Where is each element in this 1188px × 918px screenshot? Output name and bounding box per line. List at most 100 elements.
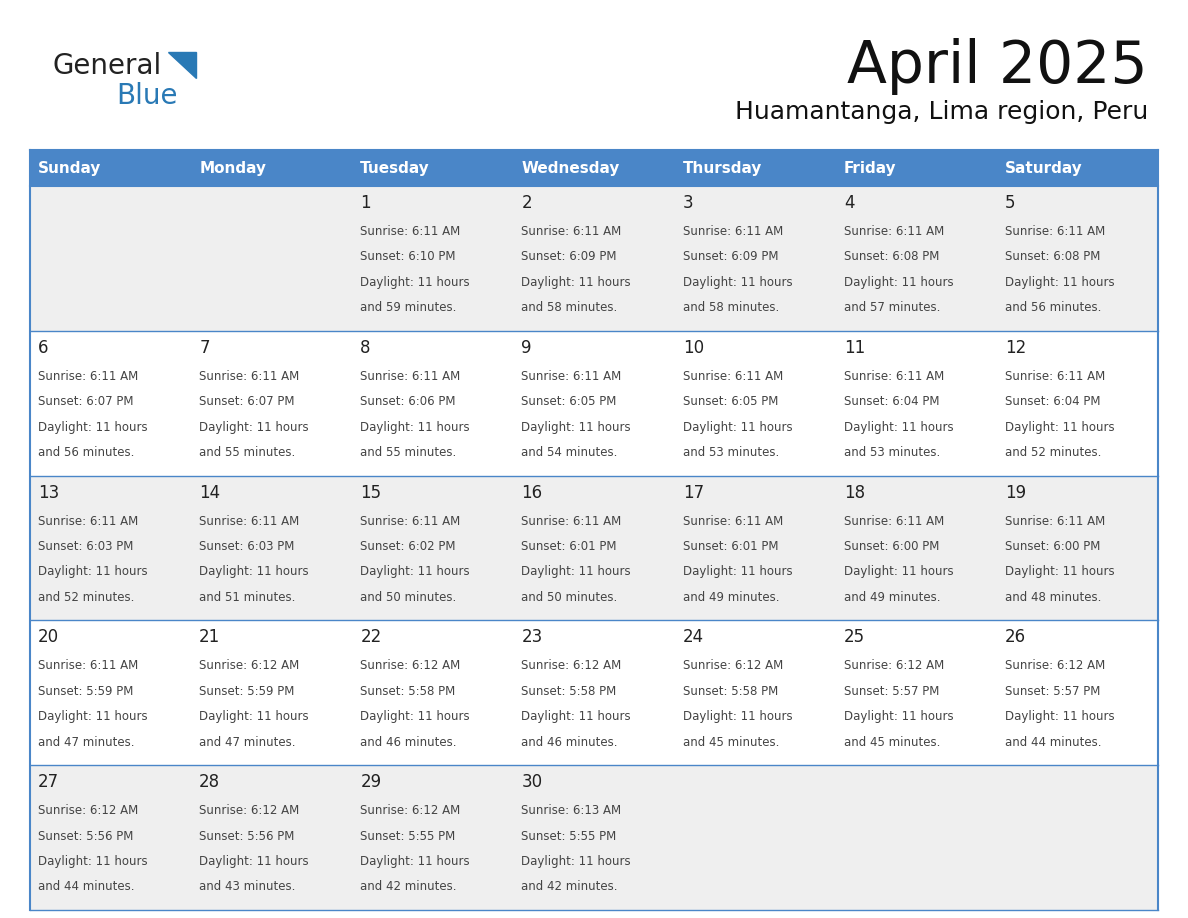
Text: Sunset: 6:03 PM: Sunset: 6:03 PM bbox=[200, 540, 295, 553]
Text: and 53 minutes.: and 53 minutes. bbox=[843, 446, 940, 459]
Text: and 55 minutes.: and 55 minutes. bbox=[360, 446, 456, 459]
Text: Daylight: 11 hours: Daylight: 11 hours bbox=[843, 420, 954, 433]
Text: and 58 minutes.: and 58 minutes. bbox=[683, 301, 779, 314]
Bar bbox=[30, 186, 1158, 330]
Text: and 50 minutes.: and 50 minutes. bbox=[360, 590, 456, 604]
Text: 29: 29 bbox=[360, 773, 381, 791]
Text: and 44 minutes.: and 44 minutes. bbox=[38, 880, 134, 893]
Text: Sunset: 5:55 PM: Sunset: 5:55 PM bbox=[522, 830, 617, 843]
Text: Sunset: 6:10 PM: Sunset: 6:10 PM bbox=[360, 251, 456, 263]
Text: 14: 14 bbox=[200, 484, 220, 501]
Text: 26: 26 bbox=[1005, 629, 1026, 646]
Text: Sunrise: 6:11 AM: Sunrise: 6:11 AM bbox=[38, 659, 138, 673]
Text: Sunset: 6:05 PM: Sunset: 6:05 PM bbox=[522, 396, 617, 409]
Bar bbox=[191, 150, 353, 186]
Text: and 51 minutes.: and 51 minutes. bbox=[200, 590, 296, 604]
Text: and 52 minutes.: and 52 minutes. bbox=[38, 590, 134, 604]
Text: Sunset: 6:07 PM: Sunset: 6:07 PM bbox=[200, 396, 295, 409]
Text: 27: 27 bbox=[38, 773, 59, 791]
Text: Sunset: 6:01 PM: Sunset: 6:01 PM bbox=[522, 540, 617, 553]
Text: and 44 minutes.: and 44 minutes. bbox=[1005, 735, 1101, 748]
Text: 3: 3 bbox=[683, 194, 694, 212]
Text: Sunset: 6:08 PM: Sunset: 6:08 PM bbox=[1005, 251, 1100, 263]
Text: and 42 minutes.: and 42 minutes. bbox=[522, 880, 618, 893]
Text: Daylight: 11 hours: Daylight: 11 hours bbox=[360, 565, 470, 578]
Text: and 46 minutes.: and 46 minutes. bbox=[360, 735, 457, 748]
Text: and 45 minutes.: and 45 minutes. bbox=[843, 735, 940, 748]
Text: Sunrise: 6:11 AM: Sunrise: 6:11 AM bbox=[360, 515, 461, 528]
Bar bbox=[30, 476, 1158, 621]
Text: Sunset: 5:58 PM: Sunset: 5:58 PM bbox=[522, 685, 617, 698]
Text: Sunrise: 6:12 AM: Sunrise: 6:12 AM bbox=[200, 659, 299, 673]
Text: and 48 minutes.: and 48 minutes. bbox=[1005, 590, 1101, 604]
Text: Daylight: 11 hours: Daylight: 11 hours bbox=[522, 565, 631, 578]
Text: Daylight: 11 hours: Daylight: 11 hours bbox=[683, 711, 792, 723]
Text: and 47 minutes.: and 47 minutes. bbox=[38, 735, 134, 748]
Text: and 50 minutes.: and 50 minutes. bbox=[522, 590, 618, 604]
Text: Daylight: 11 hours: Daylight: 11 hours bbox=[522, 855, 631, 868]
Text: Sunrise: 6:12 AM: Sunrise: 6:12 AM bbox=[360, 804, 461, 817]
Text: Daylight: 11 hours: Daylight: 11 hours bbox=[522, 711, 631, 723]
Text: 17: 17 bbox=[683, 484, 703, 501]
Text: 28: 28 bbox=[200, 773, 220, 791]
Text: Sunrise: 6:13 AM: Sunrise: 6:13 AM bbox=[522, 804, 621, 817]
Text: Sunset: 6:05 PM: Sunset: 6:05 PM bbox=[683, 396, 778, 409]
Text: Daylight: 11 hours: Daylight: 11 hours bbox=[683, 275, 792, 289]
Text: and 52 minutes.: and 52 minutes. bbox=[1005, 446, 1101, 459]
Text: 18: 18 bbox=[843, 484, 865, 501]
Text: Daylight: 11 hours: Daylight: 11 hours bbox=[200, 855, 309, 868]
Text: 12: 12 bbox=[1005, 339, 1026, 357]
Text: 5: 5 bbox=[1005, 194, 1016, 212]
Text: Friday: Friday bbox=[843, 161, 897, 175]
Text: and 57 minutes.: and 57 minutes. bbox=[843, 301, 940, 314]
Text: Sunrise: 6:11 AM: Sunrise: 6:11 AM bbox=[683, 515, 783, 528]
Text: Sunrise: 6:12 AM: Sunrise: 6:12 AM bbox=[360, 659, 461, 673]
Text: and 43 minutes.: and 43 minutes. bbox=[200, 880, 296, 893]
Text: Saturday: Saturday bbox=[1005, 161, 1082, 175]
Text: 19: 19 bbox=[1005, 484, 1026, 501]
Text: and 56 minutes.: and 56 minutes. bbox=[38, 446, 134, 459]
Text: 4: 4 bbox=[843, 194, 854, 212]
Text: Sunrise: 6:11 AM: Sunrise: 6:11 AM bbox=[1005, 225, 1105, 238]
Bar bbox=[30, 330, 1158, 476]
Text: 20: 20 bbox=[38, 629, 59, 646]
Text: Sunset: 6:09 PM: Sunset: 6:09 PM bbox=[683, 251, 778, 263]
Text: Sunset: 6:02 PM: Sunset: 6:02 PM bbox=[360, 540, 456, 553]
Text: Sunrise: 6:11 AM: Sunrise: 6:11 AM bbox=[522, 225, 621, 238]
Text: Daylight: 11 hours: Daylight: 11 hours bbox=[843, 565, 954, 578]
Text: and 58 minutes.: and 58 minutes. bbox=[522, 301, 618, 314]
Text: Sunset: 5:56 PM: Sunset: 5:56 PM bbox=[200, 830, 295, 843]
Text: Blue: Blue bbox=[116, 82, 177, 110]
Text: Daylight: 11 hours: Daylight: 11 hours bbox=[360, 711, 470, 723]
Text: Daylight: 11 hours: Daylight: 11 hours bbox=[200, 565, 309, 578]
Text: Daylight: 11 hours: Daylight: 11 hours bbox=[360, 275, 470, 289]
Text: Monday: Monday bbox=[200, 161, 266, 175]
Text: Sunrise: 6:11 AM: Sunrise: 6:11 AM bbox=[360, 370, 461, 383]
Text: Sunrise: 6:11 AM: Sunrise: 6:11 AM bbox=[683, 370, 783, 383]
Text: Sunset: 5:57 PM: Sunset: 5:57 PM bbox=[1005, 685, 1100, 698]
Text: Sunset: 5:59 PM: Sunset: 5:59 PM bbox=[200, 685, 295, 698]
Text: and 59 minutes.: and 59 minutes. bbox=[360, 301, 456, 314]
Text: Daylight: 11 hours: Daylight: 11 hours bbox=[1005, 275, 1114, 289]
Text: Daylight: 11 hours: Daylight: 11 hours bbox=[1005, 711, 1114, 723]
Text: Daylight: 11 hours: Daylight: 11 hours bbox=[38, 711, 147, 723]
Text: Sunrise: 6:11 AM: Sunrise: 6:11 AM bbox=[200, 370, 299, 383]
Text: and 54 minutes.: and 54 minutes. bbox=[522, 446, 618, 459]
Text: Sunrise: 6:11 AM: Sunrise: 6:11 AM bbox=[38, 515, 138, 528]
Text: Sunrise: 6:12 AM: Sunrise: 6:12 AM bbox=[843, 659, 944, 673]
Text: Sunset: 5:59 PM: Sunset: 5:59 PM bbox=[38, 685, 133, 698]
Text: Sunset: 6:08 PM: Sunset: 6:08 PM bbox=[843, 251, 940, 263]
Text: Daylight: 11 hours: Daylight: 11 hours bbox=[843, 711, 954, 723]
Text: 25: 25 bbox=[843, 629, 865, 646]
Text: Sunset: 6:04 PM: Sunset: 6:04 PM bbox=[843, 396, 940, 409]
Text: 2: 2 bbox=[522, 194, 532, 212]
Text: 8: 8 bbox=[360, 339, 371, 357]
Text: 10: 10 bbox=[683, 339, 703, 357]
Text: and 49 minutes.: and 49 minutes. bbox=[683, 590, 779, 604]
Text: 11: 11 bbox=[843, 339, 865, 357]
Text: Daylight: 11 hours: Daylight: 11 hours bbox=[522, 275, 631, 289]
Text: Sunrise: 6:11 AM: Sunrise: 6:11 AM bbox=[843, 515, 944, 528]
Text: Sunset: 5:58 PM: Sunset: 5:58 PM bbox=[360, 685, 455, 698]
Text: Sunrise: 6:11 AM: Sunrise: 6:11 AM bbox=[1005, 370, 1105, 383]
Bar bbox=[835, 150, 997, 186]
